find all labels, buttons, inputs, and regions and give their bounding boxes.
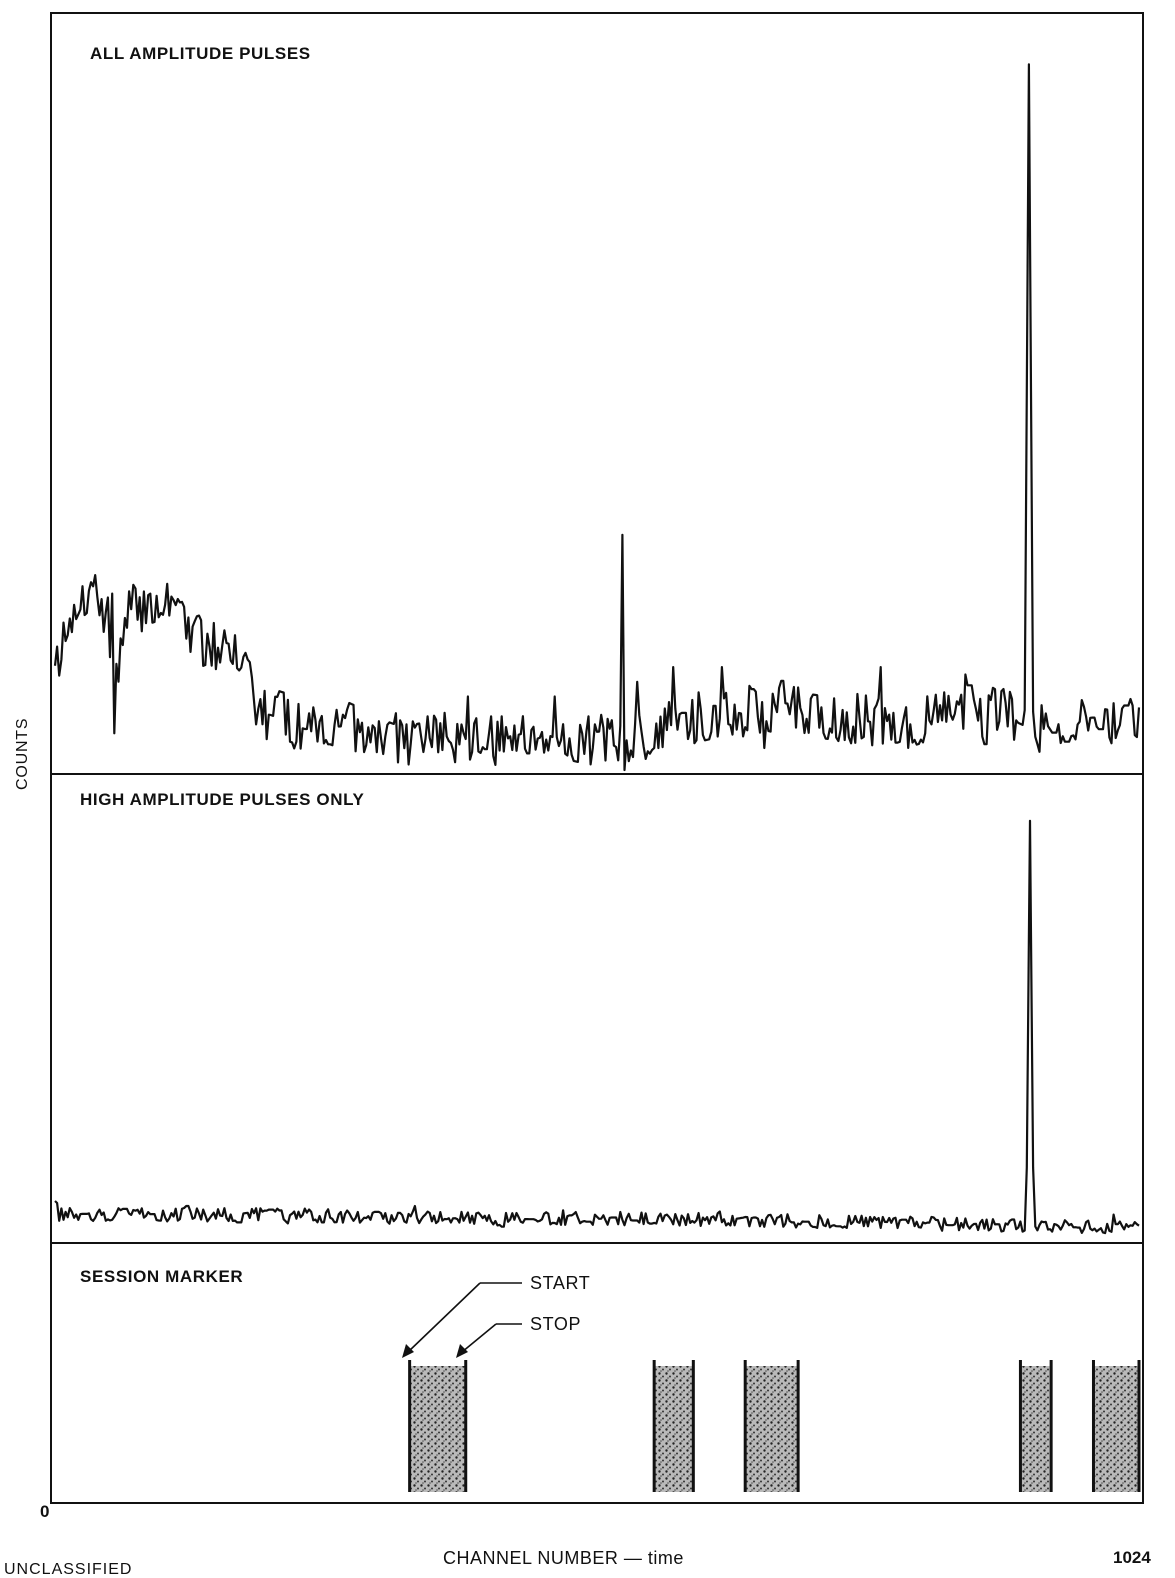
- x-tick-label-0: 0: [40, 1502, 49, 1521]
- session-bar-1: [409, 1366, 466, 1492]
- series-all-amplitude-line: [53, 63, 1141, 772]
- panel-title-all-pulses: ALL AMPLITUDE PULSES: [90, 44, 311, 63]
- session-bar-5: [1093, 1366, 1139, 1492]
- stop-callout-label: STOP: [530, 1314, 581, 1334]
- start-arrowhead: [402, 1344, 414, 1358]
- series-high-amplitude-line: [54, 819, 1140, 1235]
- stop-arrowhead: [456, 1344, 468, 1358]
- y-axis-label: COUNTS: [14, 718, 31, 790]
- session-bar-2: [654, 1366, 694, 1492]
- chart-frame: [50, 12, 1144, 1504]
- session-bars-group: [408, 1360, 1141, 1492]
- start-callout-arrow: [407, 1282, 481, 1353]
- classification-footer: UNCLASSIFIED: [4, 1561, 132, 1578]
- stop-callout-arrow: [461, 1323, 497, 1353]
- start-callout-label: START: [530, 1273, 590, 1293]
- panel-title-high-pulses: HIGH AMPLITUDE PULSES ONLY: [80, 790, 365, 809]
- session-bar-4: [1020, 1366, 1052, 1492]
- x-tick-label-1024: 1024: [1113, 1548, 1151, 1567]
- x-axis-label: CHANNEL NUMBER — time: [443, 1548, 684, 1568]
- session-bar-3: [745, 1366, 799, 1492]
- panel-title-session-marker: SESSION MARKER: [80, 1267, 243, 1286]
